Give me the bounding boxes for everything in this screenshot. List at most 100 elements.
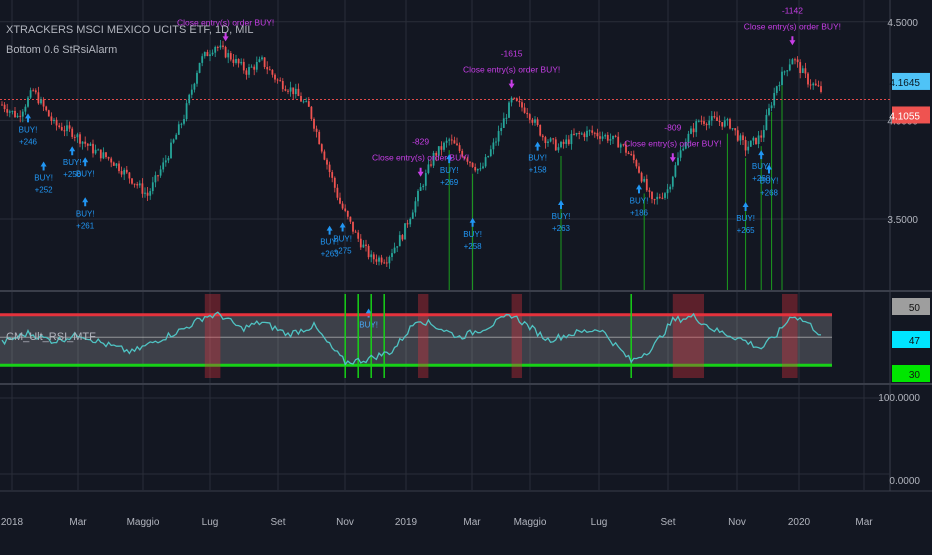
candle-body <box>630 154 633 156</box>
candle-body <box>385 262 388 264</box>
candle-body <box>224 46 227 58</box>
candle-body <box>339 197 341 204</box>
buy-value: +261 <box>76 221 95 230</box>
candle-body <box>716 117 718 121</box>
overbought-zone <box>782 294 798 378</box>
candle-body <box>690 128 692 134</box>
candle-body <box>606 134 609 141</box>
candle-body <box>562 141 565 144</box>
buy-value: +275 <box>334 246 353 255</box>
candle-body <box>274 74 276 80</box>
candle-body <box>53 119 55 121</box>
ref-price-tag-bg <box>892 106 930 124</box>
candle-body <box>508 102 510 118</box>
candle-body <box>50 116 53 121</box>
candle-body <box>645 178 648 191</box>
candle-body <box>68 125 71 129</box>
oscillator-line <box>1 311 822 366</box>
candle-body <box>466 158 469 162</box>
candle-body <box>531 119 534 123</box>
candle-body <box>71 128 74 137</box>
candle-body <box>682 148 685 151</box>
bottom-pane-tick-label: 0.0000 <box>889 476 920 487</box>
candle-body <box>749 140 752 147</box>
candle-body <box>76 134 79 138</box>
candle-body <box>729 119 731 129</box>
candle-body <box>203 52 206 57</box>
buy-value: +186 <box>630 208 649 217</box>
candle-body <box>136 184 139 186</box>
candle-body <box>804 68 807 74</box>
close-value: -809 <box>664 122 681 132</box>
candle-body <box>773 92 776 106</box>
candle-body <box>643 178 646 182</box>
candle-body <box>479 168 482 170</box>
candle-body <box>157 175 159 177</box>
candle-body <box>310 106 313 119</box>
candle-body <box>523 107 526 113</box>
candle-body <box>744 140 747 151</box>
candle-body <box>37 92 40 104</box>
candle-body <box>214 46 217 53</box>
candle-body <box>11 110 14 112</box>
candle-body <box>536 119 539 126</box>
close-label: Close entry(s) order BUY! <box>177 17 274 27</box>
candle-body <box>497 131 500 142</box>
candle-body <box>320 144 323 152</box>
time-tick-label: 2019 <box>395 517 418 528</box>
candle-body <box>396 246 399 248</box>
price-tick-label: 3.5000 <box>887 215 918 226</box>
buy-label: BUY! <box>320 238 339 247</box>
candle-body <box>461 150 464 157</box>
candle-body <box>755 137 757 144</box>
candle-body <box>770 105 773 109</box>
candle-body <box>469 161 471 163</box>
candle-body <box>565 139 568 144</box>
buy-label: BUY! <box>76 209 95 218</box>
candle-body <box>619 144 622 148</box>
candle-body <box>502 118 505 128</box>
candle-body <box>450 139 453 141</box>
candle-body <box>378 257 380 262</box>
candle-body <box>367 245 370 258</box>
candle-body <box>164 160 167 163</box>
candle-body <box>809 84 812 86</box>
candle-body <box>677 157 679 166</box>
candle-body <box>149 191 152 196</box>
time-tick-label: Mar <box>855 517 873 528</box>
overbought-zone <box>418 294 429 378</box>
buy-arrow <box>558 200 564 210</box>
candle-body <box>736 130 739 141</box>
candle-body <box>788 64 791 71</box>
candle-body <box>422 185 425 188</box>
candle-body <box>375 259 378 262</box>
candle-body <box>801 68 804 74</box>
candle-body <box>765 114 768 130</box>
candle-body <box>86 143 89 146</box>
candle-body <box>424 173 427 186</box>
candle-body <box>391 253 393 257</box>
candle-body <box>188 94 191 104</box>
candle-body <box>359 238 362 248</box>
candle-body <box>437 146 440 156</box>
candle-body <box>227 53 230 58</box>
candle-body <box>268 69 271 71</box>
candle-body <box>196 72 198 84</box>
candle-body <box>248 67 250 75</box>
candle-body <box>175 134 178 140</box>
overbought-zone <box>672 294 704 378</box>
buy-label: BUY! <box>630 196 649 205</box>
candle-body <box>757 135 760 144</box>
buy-label: BUY! <box>760 177 779 186</box>
buy-label: BUY! <box>752 162 771 171</box>
candle-body <box>89 143 92 146</box>
candle-body <box>541 135 544 138</box>
candle-body <box>162 162 165 170</box>
buy-arrow <box>446 154 453 164</box>
candle-body <box>573 133 575 135</box>
buy-label: BUY! <box>34 174 53 183</box>
buy-value: +258 <box>464 242 483 251</box>
